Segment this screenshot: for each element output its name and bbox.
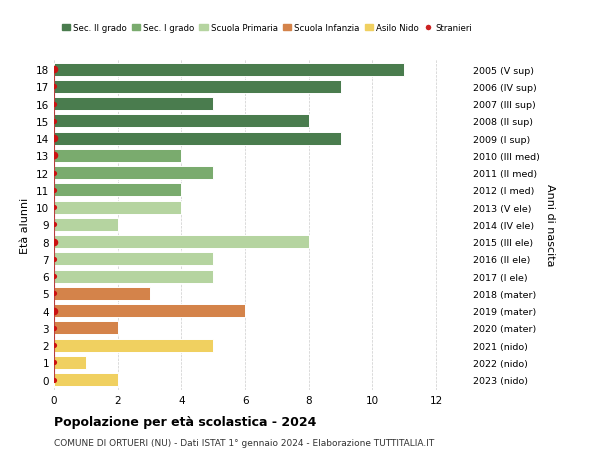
Bar xyxy=(54,218,118,231)
Bar xyxy=(54,132,341,146)
Text: Popolazione per età scolastica - 2024: Popolazione per età scolastica - 2024 xyxy=(54,415,316,428)
Point xyxy=(49,325,59,332)
Point xyxy=(49,204,59,211)
Bar xyxy=(54,201,181,214)
Point xyxy=(49,221,59,229)
Bar xyxy=(54,235,309,249)
Bar xyxy=(54,270,213,283)
Point xyxy=(49,135,59,143)
Point xyxy=(49,84,59,91)
Point xyxy=(49,118,59,125)
Bar xyxy=(54,167,213,180)
Bar xyxy=(54,304,245,318)
Bar xyxy=(54,253,213,266)
Bar xyxy=(54,356,86,369)
Point xyxy=(49,273,59,280)
Point xyxy=(49,256,59,263)
Point xyxy=(49,66,59,73)
Point xyxy=(49,152,59,160)
Point xyxy=(49,170,59,177)
Point xyxy=(49,376,59,384)
Bar xyxy=(54,373,118,386)
Bar xyxy=(54,339,213,352)
Point xyxy=(49,135,59,143)
Bar xyxy=(54,184,181,197)
Bar xyxy=(54,150,181,162)
Point xyxy=(49,359,59,366)
Bar xyxy=(54,322,118,335)
Y-axis label: Anni di nascita: Anni di nascita xyxy=(545,184,555,266)
Point xyxy=(49,239,59,246)
Point xyxy=(49,308,59,315)
Point xyxy=(49,308,59,315)
Point xyxy=(49,341,59,349)
Y-axis label: Età alunni: Età alunni xyxy=(20,197,31,253)
Bar xyxy=(54,81,341,94)
Point xyxy=(49,152,59,160)
Bar xyxy=(54,115,309,128)
Point xyxy=(49,187,59,194)
Point xyxy=(49,101,59,108)
Bar xyxy=(54,287,149,300)
Bar xyxy=(54,63,404,77)
Legend: Sec. II grado, Sec. I grado, Scuola Primaria, Scuola Infanzia, Asilo Nido, Stran: Sec. II grado, Sec. I grado, Scuola Prim… xyxy=(58,21,475,37)
Point xyxy=(49,239,59,246)
Text: COMUNE DI ORTUERI (NU) - Dati ISTAT 1° gennaio 2024 - Elaborazione TUTTITALIA.IT: COMUNE DI ORTUERI (NU) - Dati ISTAT 1° g… xyxy=(54,438,434,448)
Point xyxy=(49,66,59,73)
Bar xyxy=(54,98,213,111)
Point xyxy=(49,290,59,297)
